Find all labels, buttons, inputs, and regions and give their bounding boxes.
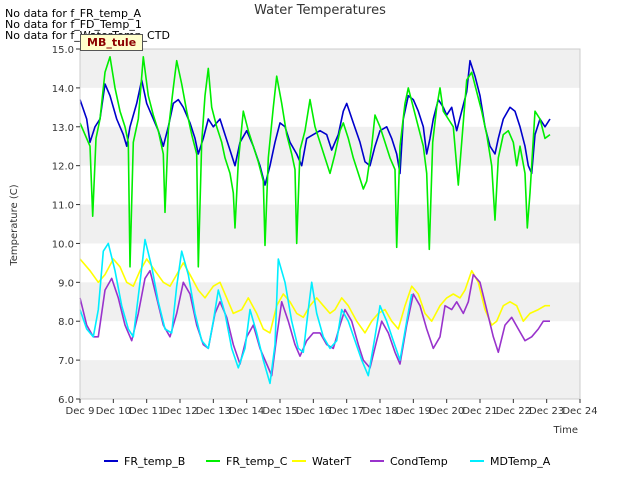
grid-band [80, 204, 580, 244]
legend-label: FR_temp_C [226, 455, 288, 468]
series-line-FR_temp_B [79, 59, 551, 186]
x-axis-label: Time [553, 425, 578, 436]
x-tick-label: Dec 24 [562, 406, 597, 417]
plot-frame [79, 48, 581, 400]
legend-item: FR_temp_C [206, 455, 288, 468]
x-tick-label: Dec 17 [329, 406, 364, 417]
x-tick-label: Dec 16 [296, 406, 331, 417]
series-line-MDTemp_A [79, 238, 413, 385]
no-data-note: No data for f_FD_Temp_1 [5, 18, 142, 31]
legend-label: WaterT [312, 455, 352, 468]
legend-label: MDTemp_A [490, 455, 551, 468]
x-tick-label: Dec 22 [496, 406, 531, 417]
y-tick-label: 14.0 [52, 84, 74, 95]
x-tick-label: Dec 12 [162, 406, 197, 417]
x-tick-label: Dec 13 [196, 406, 231, 417]
site-label-box: MB_tule [80, 34, 144, 51]
y-axis: 6.0 7.0 8.0 9.0 10.0 11.0 12.0 13.0 14.0 15.0 [52, 45, 80, 406]
x-tick-label: Dec 21 [462, 406, 497, 417]
series-layer [79, 56, 551, 385]
y-tick-label: 10.0 [52, 239, 74, 250]
legend-item: FR_temp_B [104, 455, 185, 468]
x-tick-label: Dec 23 [529, 406, 564, 417]
x-tick-label: Dec 19 [396, 406, 431, 417]
y-tick-label: 9.0 [58, 278, 74, 289]
no-data-note: No data for f_FR_temp_A [5, 7, 141, 20]
legend-item: CondTemp [370, 455, 448, 468]
x-tick-label: Dec 9 [66, 406, 95, 417]
grid-band [80, 282, 580, 322]
legend-label: CondTemp [390, 455, 448, 468]
grid-band [80, 49, 580, 88]
grid-band [80, 360, 580, 399]
legend-label: FR_temp_B [124, 455, 185, 468]
y-tick-label: 6.0 [58, 395, 74, 406]
x-tick-label: Dec 14 [229, 406, 264, 417]
y-tick-label: 8.0 [58, 317, 74, 328]
x-tick-label: Dec 15 [262, 406, 297, 417]
x-tick-label: Dec 18 [362, 406, 397, 417]
x-tick-label: Dec 11 [129, 406, 164, 417]
y-tick-label: 15.0 [52, 45, 74, 56]
y-tick-label: 12.0 [52, 162, 74, 173]
grid-bands [80, 49, 580, 399]
y-tick-label: 7.0 [58, 356, 74, 367]
y-axis-label: Temperature (C) [9, 184, 20, 266]
legend-item: MDTemp_A [470, 455, 551, 468]
series-line-FR_temp_C [79, 56, 551, 268]
x-tick-label: Dec 10 [96, 406, 131, 417]
legend-item: WaterT [292, 455, 352, 468]
legend: FR_temp_B FR_temp_C WaterT CondTemp MDTemp_A [104, 455, 551, 468]
y-tick-label: 11.0 [52, 201, 74, 212]
y-tick-label: 13.0 [52, 123, 74, 134]
x-tick-label: Dec 20 [429, 406, 464, 417]
chart-title: Water Temperatures [254, 3, 386, 18]
